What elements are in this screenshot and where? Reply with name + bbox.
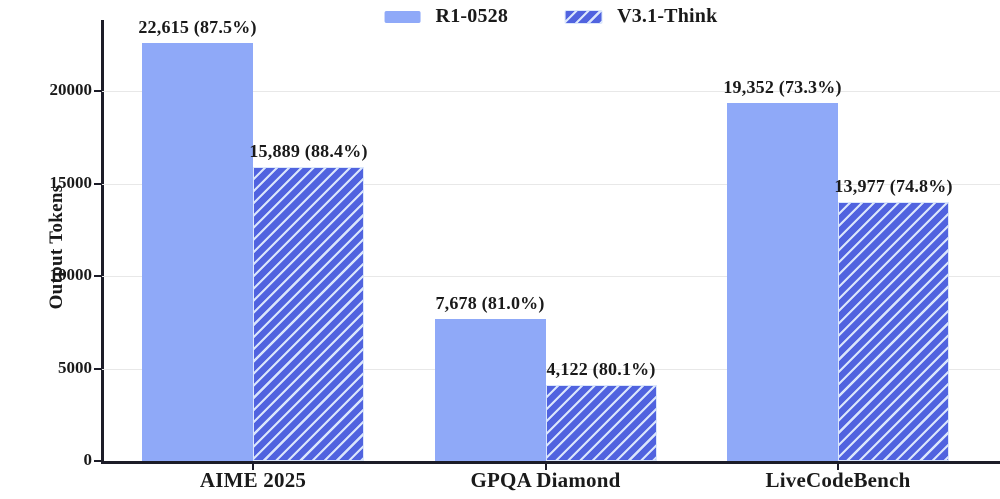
y-tick-10000 xyxy=(94,275,102,277)
legend-item-r1-0528: R1-0528 xyxy=(384,5,509,28)
y-tick-label-0: 0 xyxy=(83,450,93,469)
legend-swatch-solid xyxy=(384,10,421,23)
x-category-label-livecodebench: LiveCodeBench xyxy=(765,468,911,492)
y-tick-label-15000: 15000 xyxy=(49,172,93,192)
y-tick-0 xyxy=(94,460,102,462)
x-tick-gpqa-diamond xyxy=(544,463,547,470)
bar-value-label-v3-1-think-aime-2025: 15,889 (88.4%) xyxy=(249,141,368,162)
x-tick-aime-2025 xyxy=(252,463,254,470)
bar-v3-1-think-aime-2025 xyxy=(253,167,364,461)
y-tick-label-10000: 10000 xyxy=(49,265,93,284)
gridline-5000 xyxy=(102,368,1000,370)
y-tick-15000 xyxy=(94,182,102,185)
y-axis-spine xyxy=(101,20,104,463)
bar-value-label-v3-1-think-gpqa-diamond: 4,122 (80.1%) xyxy=(546,358,656,379)
x-tick-livecodebench xyxy=(837,463,839,470)
bar-r1-0528-aime-2025 xyxy=(142,42,253,461)
bar-value-label-v3-1-think-livecodebench: 13,977 (74.8%) xyxy=(834,176,953,197)
gridline-15000 xyxy=(102,183,1000,185)
legend-swatch-hatched xyxy=(564,9,603,24)
y-tick-label-20000: 20000 xyxy=(49,80,93,99)
bar-value-label-r1-0528-gpqa-diamond: 7,678 (81.0%) xyxy=(435,292,545,313)
legend-label: R1-0528 xyxy=(435,5,509,27)
bar-r1-0528-livecodebench xyxy=(727,102,838,461)
legend-label: V3.1-Think xyxy=(617,5,718,27)
x-axis-spine xyxy=(101,460,1000,464)
legend-item-v31-think: V3.1-Think xyxy=(564,5,717,28)
bar-value-label-r1-0528-livecodebench: 19,352 (73.3%) xyxy=(723,76,842,97)
y-tick-label-5000: 5000 xyxy=(58,357,92,377)
bar-v3-1-think-gpqa-diamond xyxy=(545,384,657,461)
bar-value-label-r1-0528-aime-2025: 22,615 (87.5%) xyxy=(138,16,257,37)
gridline-20000 xyxy=(102,91,1000,92)
y-axis-title: Output Tokens xyxy=(46,184,67,310)
gridline-10000 xyxy=(102,276,1000,277)
y-tick-5000 xyxy=(94,367,102,370)
x-category-label-gpqa-diamond: GPQA Diamond xyxy=(470,468,621,492)
y-tick-20000 xyxy=(94,90,102,92)
bar-v3-1-think-livecodebench xyxy=(838,202,949,461)
bar-r1-0528-gpqa-diamond xyxy=(434,318,546,461)
legend: R1-0528 V3.1-Think xyxy=(384,5,718,28)
x-category-label-aime-2025: AIME 2025 xyxy=(199,468,307,492)
